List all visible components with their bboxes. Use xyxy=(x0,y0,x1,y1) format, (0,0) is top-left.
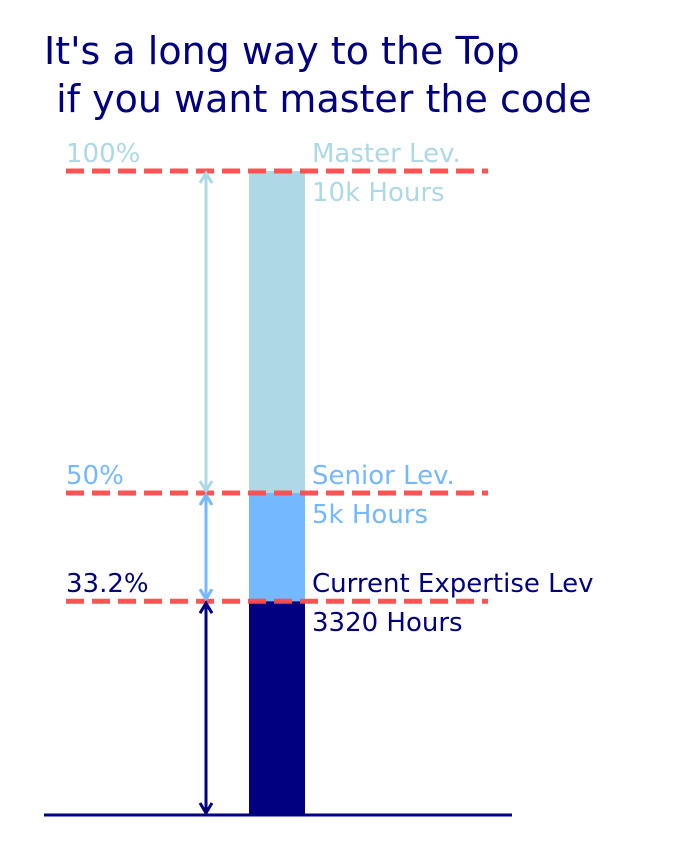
range-arrow-head-bottom-1 xyxy=(198,588,214,603)
level-percent-label-0: 100% xyxy=(66,139,140,169)
bar-segment-2 xyxy=(249,171,305,493)
level-percent-label-2: 33.2% xyxy=(66,569,149,599)
range-arrows xyxy=(198,170,214,816)
bar-segment-1 xyxy=(249,493,305,602)
level-percent-label-1: 50% xyxy=(66,461,124,491)
level-hours-label-2: 3320 Hours xyxy=(312,608,463,638)
level-name-label-0: Master Lev. xyxy=(312,139,461,169)
progress-bar xyxy=(249,171,305,815)
level-name-label-1: Senior Lev. xyxy=(312,461,455,491)
range-arrow-0 xyxy=(198,170,214,494)
range-arrow-head-top-0 xyxy=(198,170,214,184)
range-arrow-2 xyxy=(198,600,214,816)
range-arrow-head-top-1 xyxy=(198,492,214,506)
range-arrow-head-bottom-2 xyxy=(198,802,214,816)
level-labels: 100% Master Lev. 10k Hours 50% Senior Lev. 5k… xyxy=(66,139,594,638)
threshold-lines xyxy=(66,168,488,604)
range-arrow-1 xyxy=(198,492,214,603)
bar-segment-0 xyxy=(249,601,305,815)
chart-title-line-2: if you want master the code xyxy=(44,77,592,121)
level-hours-label-0: 10k Hours xyxy=(312,178,445,208)
level-hours-label-1: 5k Hours xyxy=(312,500,428,530)
level-name-label-2: Current Expertise Lev xyxy=(312,569,594,599)
range-arrow-head-bottom-0 xyxy=(198,480,214,494)
chart-title-line-1: It's a long way to the Top xyxy=(44,29,520,73)
range-arrow-head-top-2 xyxy=(198,600,214,614)
chart-title: It's a long way to the Top if you want m… xyxy=(44,29,592,121)
